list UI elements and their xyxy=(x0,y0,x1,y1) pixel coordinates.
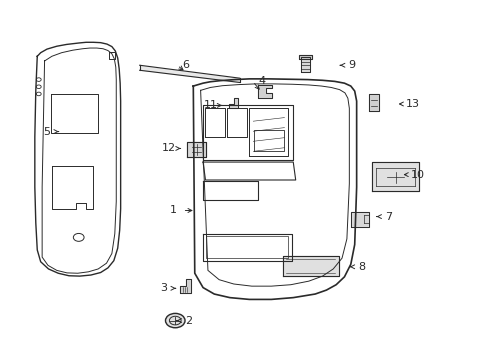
Text: 6: 6 xyxy=(182,60,189,70)
Polygon shape xyxy=(282,256,338,276)
Polygon shape xyxy=(300,57,310,72)
Polygon shape xyxy=(368,94,378,111)
Text: 3: 3 xyxy=(160,283,167,293)
Circle shape xyxy=(165,314,184,328)
Text: 2: 2 xyxy=(184,316,192,325)
Text: 12: 12 xyxy=(162,143,176,153)
Polygon shape xyxy=(299,55,311,59)
Polygon shape xyxy=(258,85,271,98)
Text: 5: 5 xyxy=(43,127,50,136)
Text: 1: 1 xyxy=(170,206,177,216)
Polygon shape xyxy=(350,212,368,226)
Text: 10: 10 xyxy=(410,170,424,180)
Text: 11: 11 xyxy=(203,100,217,111)
Text: 9: 9 xyxy=(347,60,355,70)
Polygon shape xyxy=(180,279,190,293)
Text: 7: 7 xyxy=(384,212,391,221)
Text: 4: 4 xyxy=(258,76,264,86)
Polygon shape xyxy=(228,98,237,108)
Text: 13: 13 xyxy=(405,99,419,109)
Polygon shape xyxy=(371,162,418,192)
Text: 8: 8 xyxy=(357,262,365,272)
Polygon shape xyxy=(187,142,205,157)
